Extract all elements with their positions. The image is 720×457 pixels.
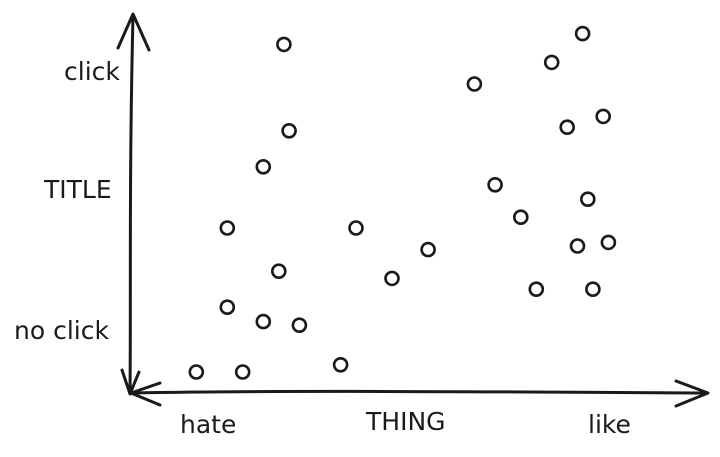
y-tick-label-bottom: no click: [14, 316, 109, 345]
data-point-19: [543, 54, 560, 71]
data-point-16: [487, 177, 503, 193]
data-point-15: [466, 76, 483, 92]
data-point-2: [234, 364, 251, 380]
data-point-26: [600, 234, 617, 251]
scatter-points: [188, 25, 617, 380]
data-point-8: [270, 263, 287, 280]
data-point-6: [291, 317, 308, 334]
data-point-3: [332, 356, 349, 373]
x-axis-line: [128, 389, 708, 395]
x-tick-label-right: like: [588, 410, 631, 439]
data-point-14: [420, 241, 436, 258]
x-tick-label-left: hate: [180, 410, 236, 439]
data-point-20: [559, 119, 576, 135]
data-point-22: [574, 25, 591, 42]
data-point-17: [512, 209, 529, 225]
data-point-10: [281, 123, 297, 139]
data-point-11: [276, 36, 292, 53]
y-tick-label-top: click: [64, 57, 120, 86]
x-axis-left-hook: [129, 381, 162, 407]
data-point-25: [595, 108, 612, 125]
data-point-4: [219, 299, 236, 316]
data-point-21: [569, 238, 586, 254]
x-axis-arrowhead: [674, 379, 710, 408]
data-point-24: [585, 281, 601, 298]
data-point-9: [255, 159, 272, 175]
y-axis-arrowhead: [116, 12, 151, 52]
data-point-1: [188, 364, 205, 380]
data-point-23: [579, 191, 596, 207]
data-point-7: [219, 220, 236, 236]
x-axis-label: THING: [365, 407, 446, 436]
y-axis-label: TITLE: [43, 175, 112, 204]
data-point-18: [528, 281, 545, 298]
data-point-5: [255, 313, 272, 330]
data-point-12: [348, 220, 364, 236]
y-axis-line: [128, 14, 135, 394]
data-point-13: [384, 270, 400, 287]
